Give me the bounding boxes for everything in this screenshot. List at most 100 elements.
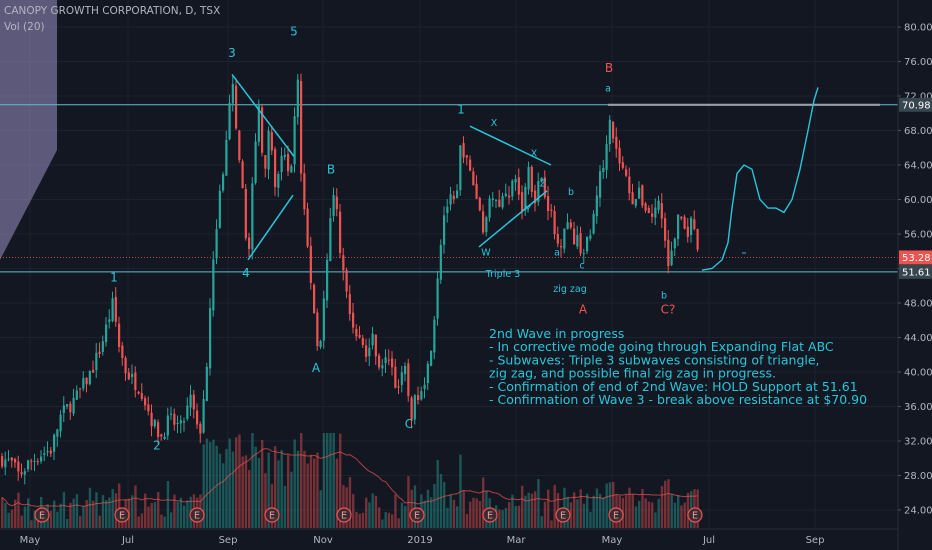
candle-body: [446, 206, 449, 213]
candle-body: [218, 190, 221, 228]
candle-body: [277, 173, 280, 188]
wave-label: zig zag: [553, 284, 587, 295]
volume-bar: [446, 507, 449, 528]
volume-bar: [108, 497, 111, 528]
candle-body: [521, 192, 524, 212]
candle-body: [508, 195, 511, 198]
price-tick-label: 80.00: [904, 23, 932, 34]
projection-path: [701, 87, 819, 271]
candle-body: [290, 166, 293, 173]
candle-body: [680, 216, 683, 219]
volume-bar: [641, 489, 644, 528]
volume-bar: [319, 490, 322, 528]
candle-body: [498, 199, 501, 207]
wave-label: a: [605, 84, 611, 95]
volume-bar: [387, 512, 391, 528]
price-tick-label: 48.00: [904, 299, 932, 310]
volume-bar: [160, 514, 163, 528]
volume-bar: [472, 497, 475, 528]
volume-bar: [426, 489, 430, 528]
candle-body: [582, 253, 585, 255]
candle-body: [40, 456, 43, 462]
candle-body: [368, 347, 371, 357]
candle-body: [462, 143, 465, 158]
volume-bar: [348, 477, 352, 528]
candle-body: [82, 378, 85, 389]
candle-body: [673, 238, 676, 249]
candle-body: [469, 159, 472, 171]
volume-bar: [553, 484, 556, 528]
volume-bar: [378, 507, 381, 528]
volume-bar: [465, 513, 469, 528]
candle-body: [384, 357, 387, 364]
chart-grid: [0, 0, 898, 528]
volume-bar: [10, 509, 14, 528]
candle-body: [449, 194, 452, 205]
time-tick-label: Jul: [702, 535, 715, 546]
candle-body: [599, 171, 602, 198]
candle-body: [543, 177, 546, 198]
volume-bar: [212, 439, 215, 528]
volume-bar: [222, 463, 225, 528]
candle-body: [23, 471, 26, 475]
volume-bar: [170, 512, 173, 528]
volume-bar: [257, 458, 261, 528]
wave-label: 2: [153, 439, 161, 453]
candle-body: [433, 319, 436, 353]
candle-body: [423, 384, 426, 389]
price-tick-label: 56.00: [904, 230, 932, 241]
candle-body: [657, 200, 660, 210]
candle-body: [192, 394, 195, 410]
candle-body: [638, 187, 641, 199]
candle-body: [693, 219, 696, 229]
price-tick-label: 44.00: [904, 333, 932, 344]
current-price-tag-bg: [899, 250, 932, 265]
earnings-marker-label: E: [487, 511, 493, 522]
candle-body: [456, 190, 459, 199]
volume-bar: [680, 505, 683, 528]
candle-body: [475, 183, 478, 199]
volume-bar: [456, 506, 459, 528]
candle-body: [56, 429, 59, 437]
volume-bar: [225, 448, 228, 528]
volume-bar: [150, 503, 153, 528]
candle-body: [326, 259, 329, 301]
resistance-price-tag-bg: [899, 97, 932, 112]
volume-bar: [88, 487, 92, 528]
candle-body: [478, 197, 481, 211]
volume-bar: [452, 499, 456, 528]
volume-bar: [7, 512, 10, 528]
earnings-marker: [687, 507, 703, 523]
volume-bar: [14, 499, 17, 528]
volume-bar: [504, 508, 508, 528]
wave-label: C?: [661, 302, 676, 316]
price-tick-label: 40.00: [904, 368, 932, 379]
candle-body: [335, 196, 338, 210]
volume-bar: [261, 439, 264, 528]
volume-bar: [179, 497, 183, 528]
time-tick-label: May: [602, 535, 623, 546]
candle-body: [563, 228, 566, 249]
volume-bar: [53, 500, 56, 528]
candle-body: [248, 237, 251, 249]
volume-bar: [384, 512, 387, 528]
candle-body: [612, 121, 615, 139]
volume-bar: [517, 505, 521, 528]
candle-body: [514, 178, 517, 183]
volume-bar: [527, 492, 530, 528]
candle-body: [4, 459, 7, 468]
candle-body: [436, 278, 439, 319]
candle-body: [342, 255, 345, 271]
candle-body: [602, 167, 605, 173]
candle-body: [540, 177, 543, 182]
candle-body: [550, 209, 553, 211]
volume-bar: [235, 437, 238, 528]
candle-body: [553, 211, 556, 235]
wave-label: b: [568, 187, 574, 198]
candle-body: [92, 369, 95, 373]
candle-body: [332, 195, 335, 217]
volume-bar: [439, 474, 443, 528]
candle-body: [267, 130, 270, 170]
